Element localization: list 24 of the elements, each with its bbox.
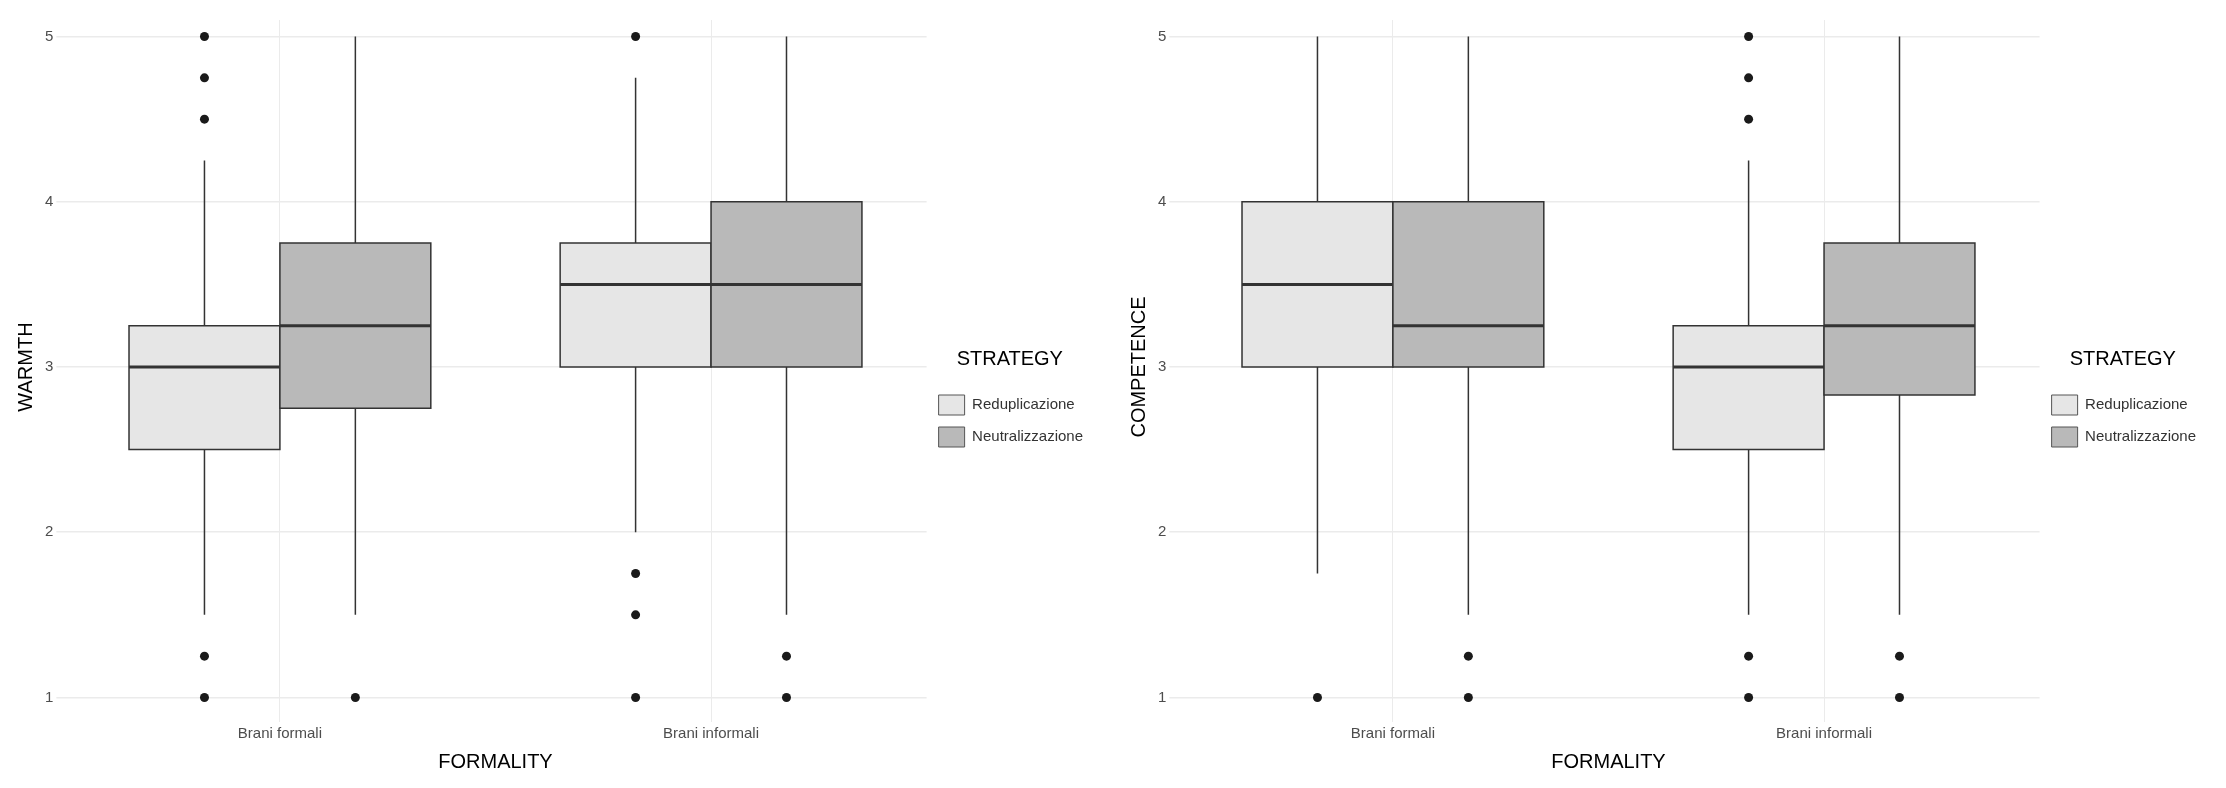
- x-tick-label: Brani informali: [663, 724, 759, 742]
- y-tick-label: 5: [1158, 26, 1167, 44]
- y-tick-label: 2: [1158, 522, 1167, 540]
- legend-title: STRATEGY: [2069, 346, 2176, 369]
- legend-label: Reduplicazione: [2085, 395, 2188, 413]
- y-tick-label: 5: [45, 26, 54, 44]
- y-tick-label: 1: [1158, 687, 1167, 705]
- y-tick-label: 4: [1158, 191, 1167, 209]
- x-tick-label: Brani formali: [237, 724, 323, 742]
- x-axis-title: FORMALITY: [438, 749, 553, 772]
- y-tick-label: 4: [45, 191, 54, 209]
- x-tick-label: Brani formali: [1350, 724, 1436, 742]
- legend-label: Neutralizzazione: [2085, 427, 2196, 445]
- x-tick-label: Brani informali: [1776, 724, 1872, 742]
- y-tick-label: 3: [1158, 357, 1167, 375]
- legend-label: Reduplicazione: [972, 395, 1075, 413]
- y-axis-title: WARMTH: [13, 322, 36, 412]
- y-tick-label: 3: [45, 357, 54, 375]
- legend-label: Neutralizzazione: [972, 427, 1083, 445]
- x-axis-title: FORMALITY: [1551, 749, 1666, 772]
- legend-title: STRATEGY: [956, 346, 1063, 369]
- y-tick-label: 1: [45, 687, 54, 705]
- y-axis-title: COMPETENCE: [1126, 296, 1149, 438]
- y-tick-label: 2: [45, 522, 54, 540]
